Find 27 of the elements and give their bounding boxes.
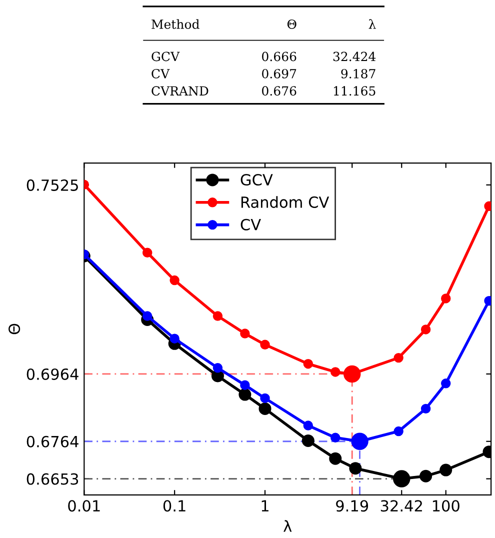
y-tick-label: 0.6964 <box>26 368 78 380</box>
text: 0.676 <box>262 86 296 96</box>
x-tick-label: 9.19 <box>336 500 368 512</box>
x-tick-label: 0.1 <box>163 500 186 512</box>
text: 9.187 <box>341 68 376 78</box>
text: 0.697 <box>262 68 296 78</box>
x-tick-label: 32.42 <box>380 500 422 512</box>
x-tick-label: 0.01 <box>68 500 100 512</box>
text: Θ <box>287 19 296 29</box>
text: 11.165 <box>334 86 376 96</box>
y-tick-label: 0.7525 <box>26 179 78 191</box>
y-tick-label: 0.6653 <box>26 473 78 485</box>
legend-label: Random CV <box>241 196 330 208</box>
legend-label: CV <box>240 218 261 230</box>
text: GCV <box>152 52 180 62</box>
x-tick-label: 1 <box>262 500 268 512</box>
x-tick-label: 100 <box>432 500 460 512</box>
y-tick-label: 0.6764 <box>26 436 78 448</box>
text: 0.666 <box>262 52 296 62</box>
y-axis-title: Θ <box>8 324 20 334</box>
x-axis-title: λ <box>284 520 292 532</box>
text: 32.424 <box>333 52 376 62</box>
text: CV <box>152 68 170 78</box>
text: CVRAND <box>152 86 208 96</box>
legend-label: GCV <box>240 174 273 186</box>
text: λ <box>368 19 376 29</box>
text: Method <box>152 19 200 29</box>
